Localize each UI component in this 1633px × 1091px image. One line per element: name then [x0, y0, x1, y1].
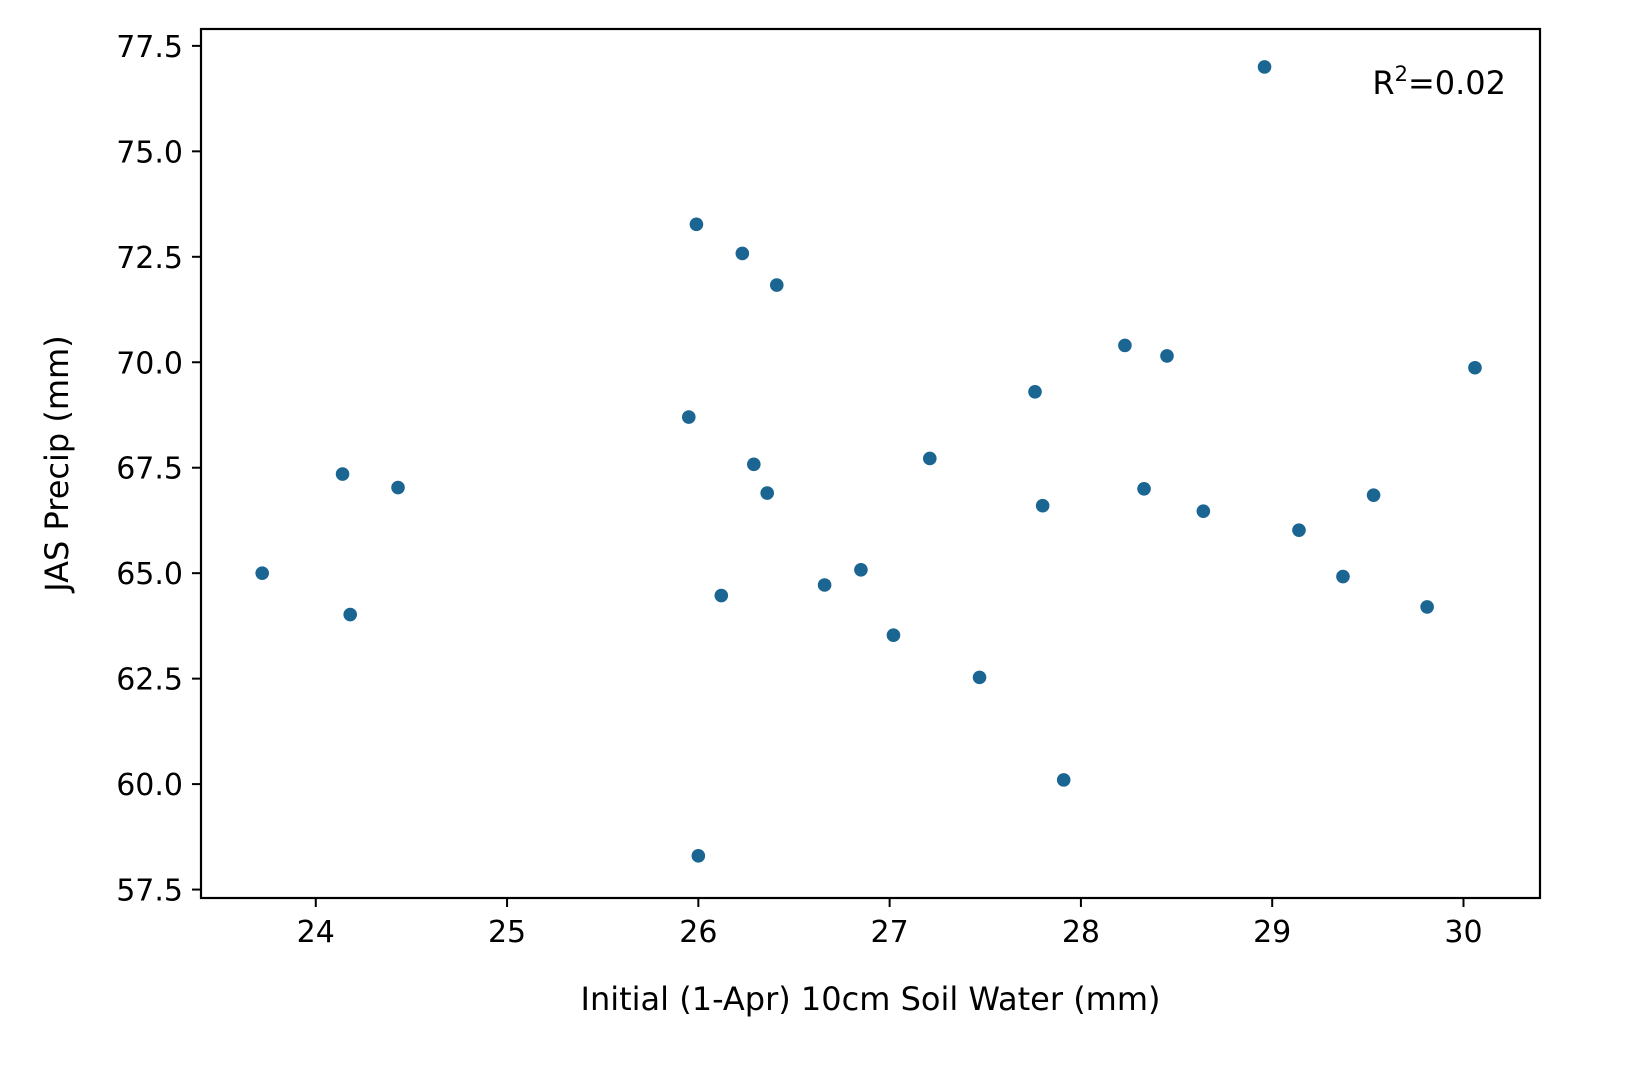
y-tick-label: 62.5 [116, 663, 183, 698]
data-point [854, 563, 868, 577]
data-point [343, 607, 358, 622]
r-squared-superscript: 2 [1395, 62, 1408, 86]
y-tick-label: 72.5 [116, 241, 183, 276]
data-point [1035, 498, 1050, 513]
data-point [1196, 504, 1211, 518]
data-point [255, 566, 270, 580]
data-point [760, 486, 775, 500]
y-tick-label: 77.5 [116, 30, 183, 65]
data-point [769, 278, 784, 292]
data-point [817, 578, 832, 592]
data-point [1468, 360, 1482, 375]
data-point [1028, 384, 1042, 399]
data-point [1056, 773, 1071, 787]
data-point [689, 217, 704, 232]
data-point [735, 246, 750, 261]
x-tick-label: 29 [1253, 915, 1291, 950]
data-point [681, 410, 696, 424]
data-point [972, 670, 987, 685]
r-squared-annotation: R2=0.02 [1372, 62, 1506, 102]
data-point [1336, 569, 1350, 584]
data-point [922, 451, 937, 466]
y-tick-label: 75.0 [116, 135, 183, 170]
data-point [1366, 488, 1381, 502]
x-tick-label: 26 [679, 915, 717, 950]
data-point [886, 628, 901, 642]
data-point [747, 457, 761, 472]
x-tick-label: 28 [1062, 915, 1100, 950]
x-tick-label: 27 [871, 915, 909, 950]
y-tick-label: 57.5 [116, 874, 183, 909]
data-point [1257, 60, 1272, 74]
x-tick-label: 25 [488, 915, 526, 950]
data-point [1118, 338, 1132, 353]
x-axis-label: Initial (1-Apr) 10cm Soil Water (mm) [581, 980, 1161, 1018]
r-squared-base: R [1372, 64, 1394, 102]
y-axis-label: JAS Precip (mm) [38, 335, 76, 593]
x-tick-label: 24 [297, 915, 335, 950]
y-tick-label: 65.0 [116, 557, 183, 592]
points-layer [255, 60, 1482, 863]
x-tick-label: 30 [1444, 915, 1482, 950]
y-tick-label: 70.0 [116, 346, 183, 381]
plot-area-frame [199, 27, 1542, 900]
data-point [1420, 600, 1434, 614]
r-squared-value: =0.02 [1408, 64, 1506, 102]
data-point [714, 588, 729, 603]
data-point [335, 467, 350, 481]
y-tick-label: 60.0 [116, 768, 183, 803]
y-tick-label: 67.5 [116, 452, 183, 487]
data-point [1160, 349, 1174, 363]
y-axis-ticks: 57.5 60.0 62.5 65.0 67.5 70.0 72.5 75.0 77.5 [116, 30, 201, 909]
data-point [691, 849, 706, 863]
x-axis-ticks: 24 25 26 27 28 29 30 [297, 898, 1483, 950]
data-point [391, 480, 405, 495]
data-point [1137, 482, 1151, 496]
data-point [1292, 523, 1306, 537]
